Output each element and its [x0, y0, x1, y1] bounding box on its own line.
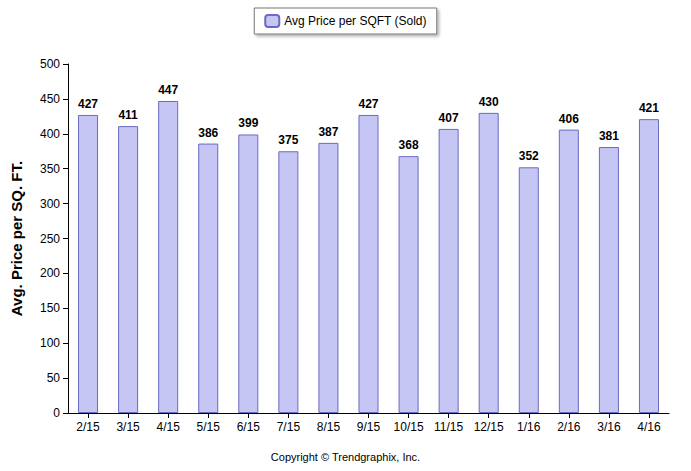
svg-text:12/15: 12/15	[474, 420, 504, 434]
svg-text:150: 150	[40, 301, 60, 315]
svg-text:Copyright © Trendgraphix, Inc.: Copyright © Trendgraphix, Inc.	[271, 451, 420, 463]
svg-text:375: 375	[278, 133, 298, 147]
svg-text:9/15: 9/15	[357, 420, 381, 434]
svg-text:427: 427	[78, 97, 98, 111]
svg-text:352: 352	[519, 149, 539, 163]
svg-text:50: 50	[47, 371, 61, 385]
svg-text:7/15: 7/15	[277, 420, 301, 434]
svg-text:8/15: 8/15	[317, 420, 341, 434]
svg-text:3/15: 3/15	[116, 420, 140, 434]
svg-text:406: 406	[559, 112, 579, 126]
svg-text:100: 100	[40, 336, 60, 350]
svg-text:500: 500	[40, 57, 60, 71]
svg-text:350: 350	[40, 162, 60, 176]
svg-text:250: 250	[40, 232, 60, 246]
svg-text:387: 387	[318, 125, 338, 139]
svg-text:4/15: 4/15	[156, 420, 180, 434]
svg-text:200: 200	[40, 266, 60, 280]
svg-text:10/15: 10/15	[394, 420, 424, 434]
svg-text:3/16: 3/16	[597, 420, 621, 434]
svg-text:407: 407	[439, 111, 459, 125]
svg-text:421: 421	[639, 101, 659, 115]
svg-text:450: 450	[40, 92, 60, 106]
svg-text:381: 381	[599, 129, 619, 143]
svg-text:5/15: 5/15	[197, 420, 221, 434]
svg-text:4/16: 4/16	[637, 420, 661, 434]
svg-text:368: 368	[399, 138, 419, 152]
svg-text:1/16: 1/16	[517, 420, 541, 434]
svg-text:411: 411	[118, 108, 138, 122]
svg-text:427: 427	[358, 97, 378, 111]
svg-text:2/15: 2/15	[76, 420, 100, 434]
svg-text:386: 386	[198, 126, 218, 140]
svg-text:399: 399	[238, 116, 258, 130]
svg-text:400: 400	[40, 127, 60, 141]
svg-text:6/15: 6/15	[237, 420, 261, 434]
svg-text:11/15: 11/15	[434, 420, 463, 434]
svg-text:447: 447	[158, 83, 178, 97]
svg-text:Avg. Price per SQ. FT.: Avg. Price per SQ. FT.	[8, 161, 25, 316]
svg-text:430: 430	[479, 95, 499, 109]
svg-text:0: 0	[53, 406, 60, 420]
svg-text:Avg Price per SQFT (Sold): Avg Price per SQFT (Sold)	[284, 14, 426, 28]
svg-text:2/16: 2/16	[557, 420, 581, 434]
svg-text:300: 300	[40, 197, 60, 211]
